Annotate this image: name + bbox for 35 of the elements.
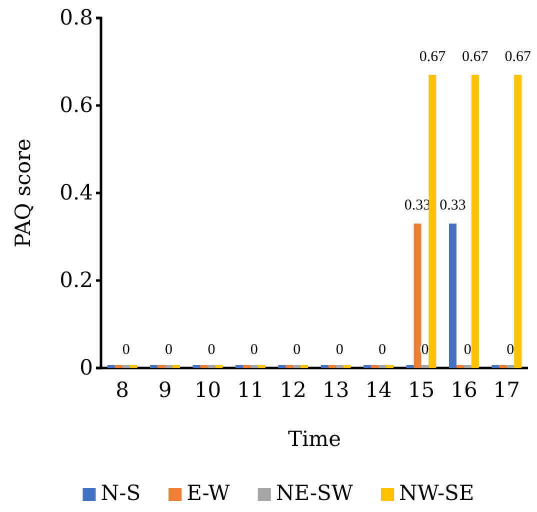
- x-tick-label: 13: [322, 378, 350, 402]
- data-label: 0: [464, 342, 472, 358]
- data-label: 0.67: [504, 48, 532, 65]
- x-tick-label: 11: [237, 378, 264, 402]
- legend-label: NW-SE: [399, 481, 474, 505]
- data-label: 0: [293, 342, 301, 358]
- data-label: 0.33: [440, 198, 466, 214]
- data-label: 0: [506, 342, 514, 358]
- x-tick-label: 16: [450, 378, 478, 402]
- y-tick-label: 0.8: [60, 6, 93, 30]
- data-label: 0: [421, 342, 429, 358]
- x-tick-label: 10: [194, 378, 222, 402]
- x-tick-label: 9: [158, 378, 172, 402]
- y-tick-label: 0: [80, 356, 93, 380]
- x-tick-label: 15: [408, 378, 435, 402]
- y-tick-label: 0.4: [60, 180, 93, 205]
- legend-label: E-W: [186, 481, 230, 505]
- x-tick-label: 17: [493, 378, 520, 402]
- y-tick-label: 0.6: [60, 93, 93, 118]
- data-label: 0: [165, 342, 173, 358]
- data-label: 0: [250, 342, 258, 358]
- legend-label: NE-SW: [276, 481, 354, 505]
- y-axis-title: PAQ score: [11, 138, 35, 248]
- data-label: 0: [336, 342, 344, 358]
- data-label: 0.67: [419, 48, 446, 65]
- x-tick-label: 8: [116, 378, 130, 402]
- x-axis-title: Time: [288, 427, 342, 451]
- legend-label: N-S: [100, 481, 141, 505]
- data-label: 0.67: [462, 48, 489, 65]
- x-tick-label: 12: [280, 378, 307, 402]
- y-tick-label: 0.2: [60, 268, 93, 292]
- x-tick-label: 14: [365, 378, 392, 402]
- data-label: 0: [122, 342, 130, 358]
- data-label: 0: [378, 342, 386, 358]
- data-label: 0: [208, 342, 216, 358]
